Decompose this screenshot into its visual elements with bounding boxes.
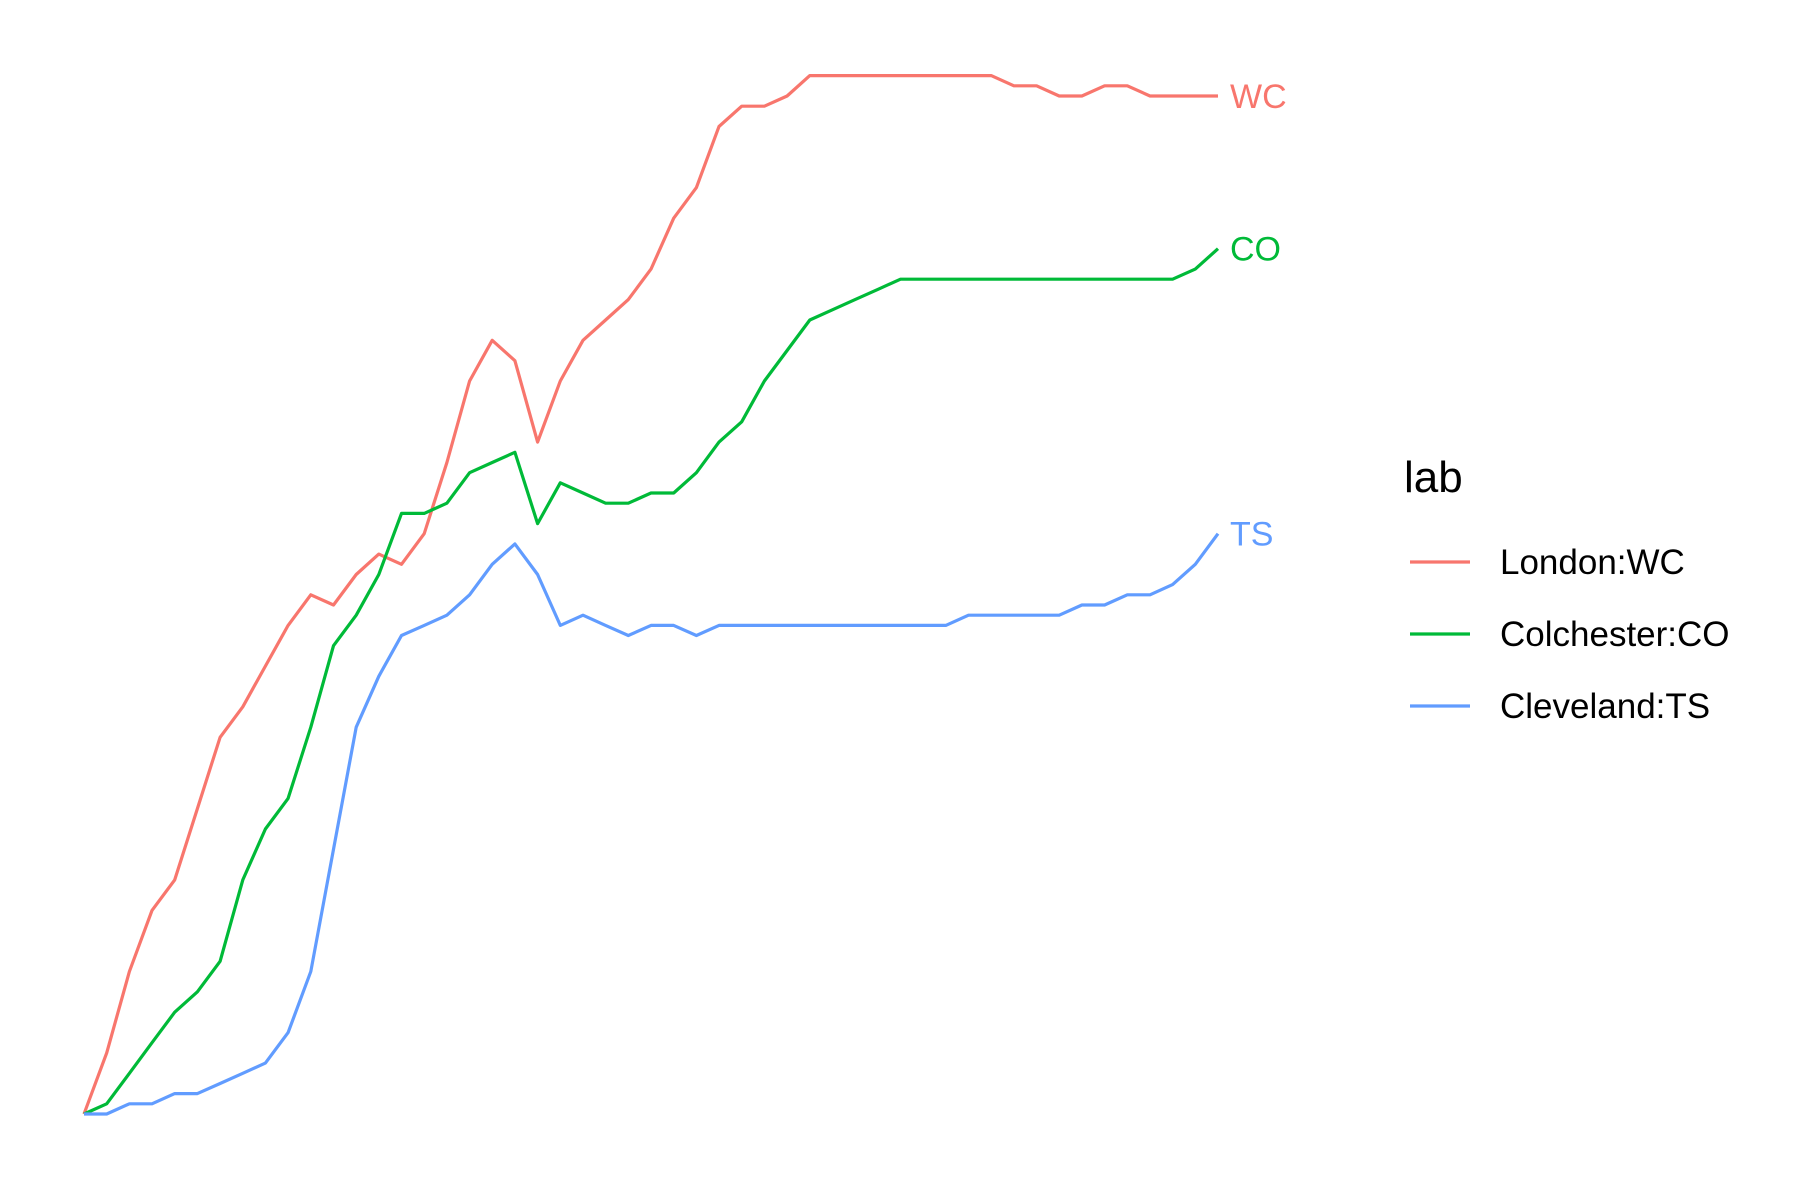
- legend: lab London:WC Colchester:CO Cleveland:TS: [1404, 453, 1730, 726]
- legend-label-london-wc: London:WC: [1500, 543, 1685, 582]
- end-label-cleveland-ts: TS: [1230, 516, 1273, 554]
- end-label-colchester-co: CO: [1230, 231, 1281, 269]
- legend-label-cleveland-ts: Cleveland:TS: [1500, 687, 1710, 726]
- legend-items: London:WC Colchester:CO Cleveland:TS: [1410, 543, 1730, 726]
- end-label-london-wc: WC: [1230, 78, 1287, 116]
- series-line-london-wc: [82, 73, 1218, 1115]
- series-line-colchester-co: [83, 247, 1220, 1116]
- series-end-labels: WC CO TS: [1230, 78, 1287, 554]
- legend-label-colchester-co: Colchester:CO: [1500, 615, 1730, 654]
- legend-title: lab: [1404, 453, 1463, 502]
- plot-area: [82, 73, 1220, 1116]
- series-line-cleveland-ts: [84, 532, 1220, 1116]
